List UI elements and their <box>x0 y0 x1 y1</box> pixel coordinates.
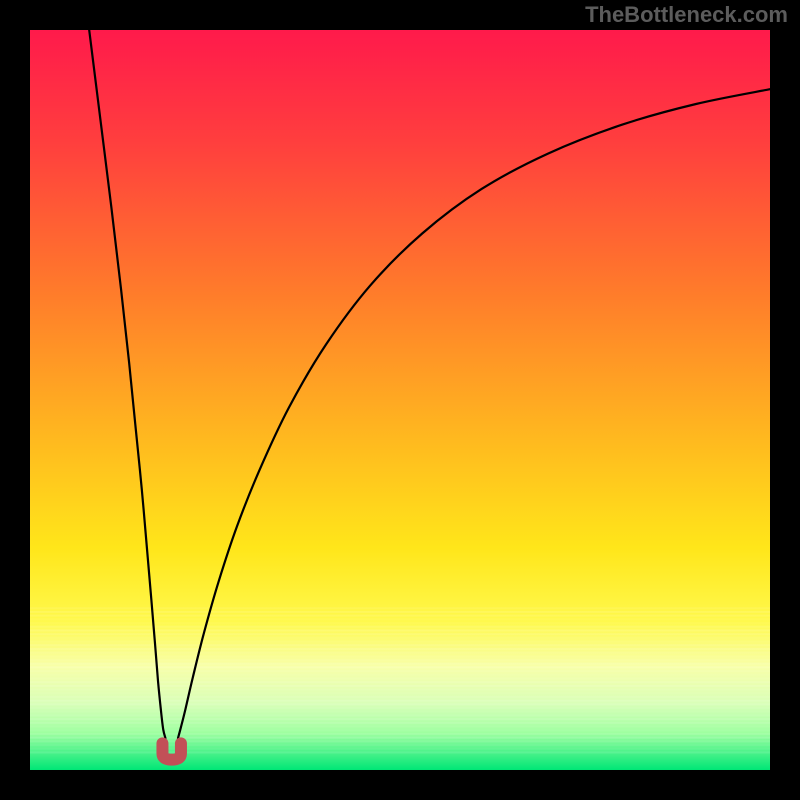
bottleneck-chart: TheBottleneck.com <box>0 0 800 800</box>
watermark-text: TheBottleneck.com <box>585 2 788 27</box>
chart-svg: TheBottleneck.com <box>0 0 800 800</box>
